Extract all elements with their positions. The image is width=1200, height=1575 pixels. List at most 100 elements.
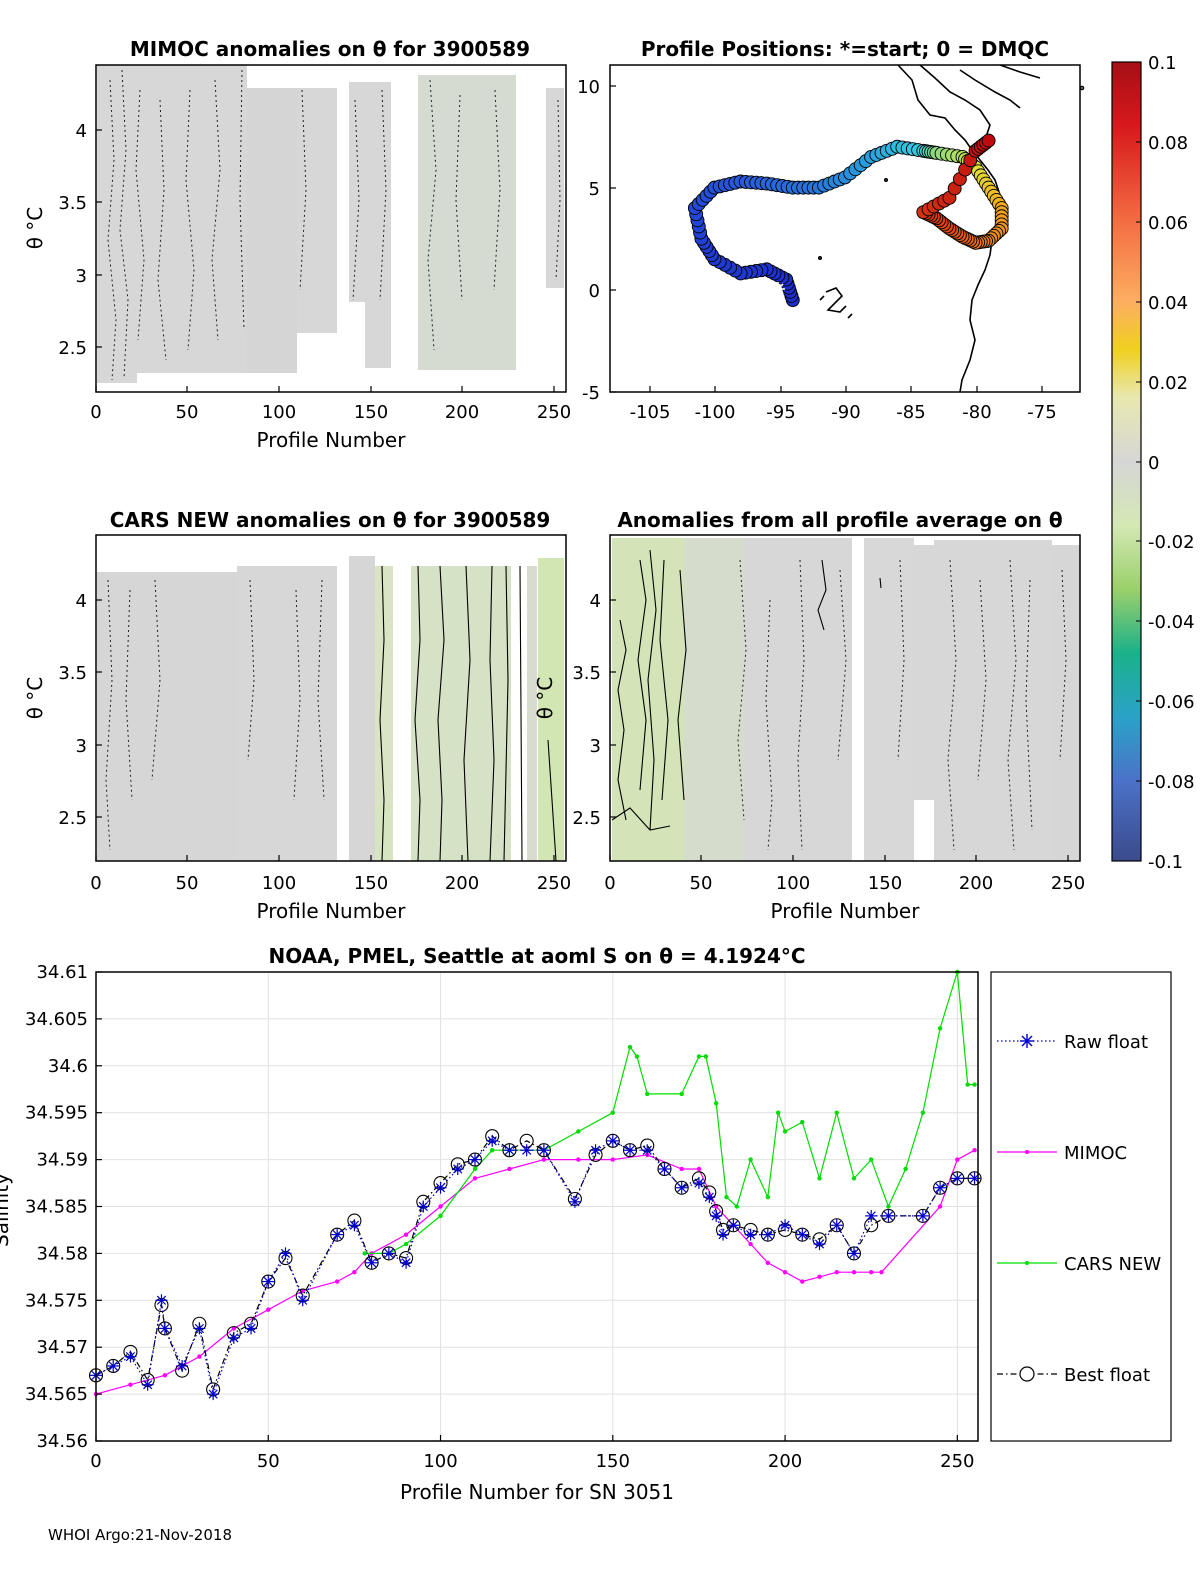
ytick: 3.5: [572, 663, 601, 684]
salinity-x-axis-label: Profile Number for SN 3051: [400, 1480, 674, 1504]
axes-frame: [609, 64, 1081, 393]
colorbar-tick: 0.02: [1148, 373, 1188, 394]
colorbar-tick: -0.02: [1148, 532, 1195, 553]
anomaly-block: [349, 556, 375, 861]
cars-new-point: [472, 1166, 478, 1172]
xtick: 150: [354, 873, 388, 894]
anomaly-block: [375, 804, 393, 861]
ytick: 3.5: [58, 193, 87, 214]
mimoc-point: [472, 1176, 478, 1181]
ytick: 34.59: [36, 1150, 88, 1171]
anomaly-block: [538, 558, 564, 861]
best-float-point: [829, 1218, 844, 1233]
legend-item-best-float: Best float: [997, 1365, 1150, 1386]
raw-float-line: [95, 1140, 975, 1397]
ytick: 34.585: [25, 1197, 88, 1218]
colorbar: 0.1 0.08 0.06 0.04 0.02 0 -0.02 -0.04 -0…: [1111, 53, 1195, 873]
xtick: 200: [959, 873, 993, 894]
anomaly-block: [914, 545, 934, 800]
mimoc-point: [679, 1166, 684, 1172]
raw-float-point: [779, 1219, 792, 1232]
cars-new-point: [817, 1176, 822, 1181]
xtick: 250: [1051, 873, 1085, 894]
xtick: 150: [596, 1451, 630, 1472]
cars-new-point: [724, 1194, 729, 1200]
raw-float-point: [658, 1162, 671, 1175]
mimoc-point: [937, 1204, 943, 1209]
ytick: 3: [590, 736, 601, 757]
raw-float-point: [675, 1181, 688, 1194]
raw-float-point: [882, 1209, 895, 1222]
mimoc-point: [541, 1157, 547, 1162]
dot-marker-icon: [1025, 1261, 1029, 1265]
salinity-ticks: 0 50 100 150 200 250 34.61 34.605 34.6 34.595 34.5…: [25, 962, 974, 1472]
best-float-point: [330, 1227, 345, 1242]
mimoc-point: [576, 1157, 581, 1162]
anomaly-block: [612, 538, 684, 861]
allavg-title: Anomalies from all profile average on θ: [617, 508, 1062, 532]
cars-new-point: [610, 1110, 615, 1115]
raw-float-point: [400, 1256, 413, 1269]
cars-new-point: [634, 1054, 640, 1059]
raw-float-point: [934, 1181, 947, 1194]
xtick: -85: [896, 402, 925, 423]
positions-axes: 10 5 0 -5 -105 -100 -95 -90 -85 -80 -75: [577, 64, 1081, 423]
asterisk-marker-icon: [1020, 1034, 1034, 1048]
raw-float-point: [107, 1359, 120, 1372]
raw-float-point: [279, 1247, 292, 1260]
xtick: 150: [354, 402, 388, 423]
allavg-panel: Anomalies from all profile average on θ: [533, 508, 1085, 923]
mimoc-point: [972, 1148, 977, 1153]
ytick: 34.58: [36, 1243, 88, 1264]
cars-new-point: [627, 1044, 633, 1050]
xtick: 100: [776, 873, 810, 894]
legend-label: MIMOC: [1064, 1143, 1127, 1164]
raw-float-point: [813, 1238, 826, 1251]
raw-float-point: [141, 1378, 154, 1391]
mimoc-point: [834, 1269, 839, 1275]
raw-float-point: [207, 1388, 220, 1401]
ytick: 34.6: [48, 1056, 88, 1077]
salinity-series: [88, 969, 982, 1401]
colorbar-tick: 0.04: [1148, 293, 1188, 314]
mimoc-point: [197, 1354, 202, 1359]
raw-float-point: [968, 1172, 981, 1185]
anomaly-block: [1052, 545, 1080, 861]
xtick: 50: [176, 873, 199, 894]
best-float-point: [261, 1274, 276, 1289]
ytick: 34.595: [25, 1103, 88, 1124]
cars-new-point: [775, 1110, 781, 1115]
best-float-point: [795, 1227, 810, 1242]
raw-float-point: [589, 1144, 602, 1157]
anomaly-block: [418, 75, 516, 370]
anomaly-block: [411, 566, 511, 861]
raw-float-point: [624, 1144, 637, 1157]
xtick: 150: [868, 873, 902, 894]
legend-item-cars-new: CARS NEW: [997, 1254, 1161, 1275]
dot-marker-icon: [1025, 1150, 1029, 1154]
mimoc-point: [438, 1204, 443, 1209]
mimoc-title: MIMOC anomalies on θ for 3900589: [130, 37, 530, 61]
ytick: 4: [76, 591, 87, 612]
cars-new-point: [834, 1110, 839, 1115]
mimoc-point: [128, 1382, 133, 1387]
legend-item-raw-float: Raw float: [997, 1032, 1148, 1053]
best-float-point: [605, 1133, 620, 1148]
best-float-point: [502, 1143, 517, 1158]
mimoc-point: [696, 1166, 702, 1172]
mimoc-point: [868, 1269, 874, 1275]
ytick: 34.565: [25, 1384, 88, 1405]
ytick: -5: [582, 383, 600, 404]
ytick: 2.5: [58, 808, 87, 829]
raw-float-point: [796, 1228, 809, 1241]
colorbar-tick: -0.06: [1148, 692, 1195, 713]
mimoc-point: [231, 1326, 237, 1331]
colorbar-tick: 0.08: [1148, 133, 1188, 154]
xtick: 0: [604, 873, 615, 894]
ytick: 34.56: [36, 1431, 88, 1452]
cars-new-point: [403, 1241, 409, 1247]
circle-marker-icon: [1019, 1366, 1035, 1382]
cars-new-point: [576, 1129, 581, 1134]
allavg-field: [611, 538, 1080, 861]
salinity-y-axis-label: Salinity: [0, 1173, 13, 1247]
